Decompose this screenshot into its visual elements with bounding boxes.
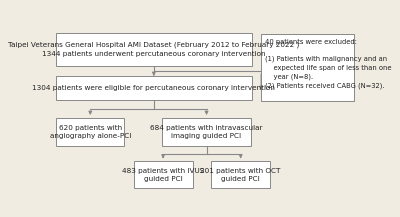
Text: 1304 patients were eligible for percutaneous coronary intervention: 1304 patients were eligible for percutan… [32,85,275,91]
Text: 684 patients with intravascular
imaging guided PCI: 684 patients with intravascular imaging … [150,125,263,139]
Text: 40 patients were excluded:

(1) Patients with malignancy and an
    expected lif: 40 patients were excluded: (1) Patients … [264,39,391,89]
FancyBboxPatch shape [56,118,124,146]
FancyBboxPatch shape [211,161,270,188]
Text: Taipei Veterans General Hospital AMI Dataset (February 2012 to February 2022 )
1: Taipei Veterans General Hospital AMI Dat… [8,42,300,57]
FancyBboxPatch shape [56,76,252,100]
FancyBboxPatch shape [56,33,252,66]
FancyBboxPatch shape [162,118,252,146]
FancyBboxPatch shape [261,34,354,101]
FancyBboxPatch shape [134,161,193,188]
Text: 201 patients with OCT
guided PCI: 201 patients with OCT guided PCI [200,168,281,182]
Text: 620 patients with
angiography alone-PCI: 620 patients with angiography alone-PCI [50,125,131,139]
Text: 483 patients with IVUS
guided PCI: 483 patients with IVUS guided PCI [122,168,204,182]
